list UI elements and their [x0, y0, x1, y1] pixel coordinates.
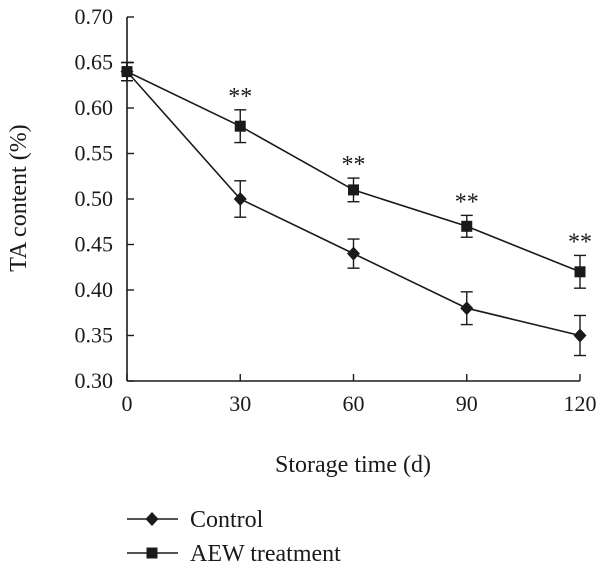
y-tick-label: 0.65	[75, 50, 114, 75]
y-tick-label: 0.55	[75, 141, 114, 166]
data-point	[575, 266, 586, 277]
data-point	[348, 184, 359, 195]
y-tick-label: 0.70	[75, 4, 114, 29]
plot-area: 0.30 0.35 0.40 0.45 0.50 0.55 0.60 0.65 0.70 0 30 6…	[75, 4, 597, 416]
x-tick-label: 0	[122, 391, 133, 416]
x-tick-label: 60	[343, 391, 365, 416]
legend-label: AEW treatment	[190, 541, 341, 567]
legend-marker	[146, 512, 159, 526]
series-line	[127, 72, 580, 336]
x-tick-label: 30	[229, 391, 251, 416]
legend-item: AEW treatment	[127, 541, 341, 567]
data-point	[122, 66, 133, 77]
y-tick-label: 0.45	[75, 232, 114, 257]
y-tick-label: 0.60	[75, 95, 114, 120]
x-tick-label: 120	[564, 391, 597, 416]
legend-marker	[147, 548, 158, 559]
data-point	[574, 329, 587, 343]
y-axis-title: TA content (%)	[6, 124, 32, 271]
y-tick-label: 0.50	[75, 186, 114, 211]
x-tick-label: 90	[456, 391, 478, 416]
significance-label: **	[568, 229, 592, 255]
significance-label: **	[342, 152, 366, 178]
significance-label: **	[228, 84, 252, 110]
y-tick-label: 0.35	[75, 323, 114, 348]
data-point	[461, 221, 472, 232]
y-tick-label: 0.40	[75, 277, 114, 302]
data-point	[235, 121, 246, 132]
data-point	[460, 301, 473, 315]
legend-item: Control	[127, 507, 264, 533]
legend-label: Control	[190, 507, 264, 533]
significance-label: **	[455, 189, 479, 215]
data-point	[347, 247, 360, 261]
x-axis-title: Storage time (d)	[275, 452, 431, 478]
y-tick-label: 0.30	[75, 368, 114, 393]
series-control	[121, 63, 587, 356]
legend: Control AEW treatment	[127, 507, 341, 567]
